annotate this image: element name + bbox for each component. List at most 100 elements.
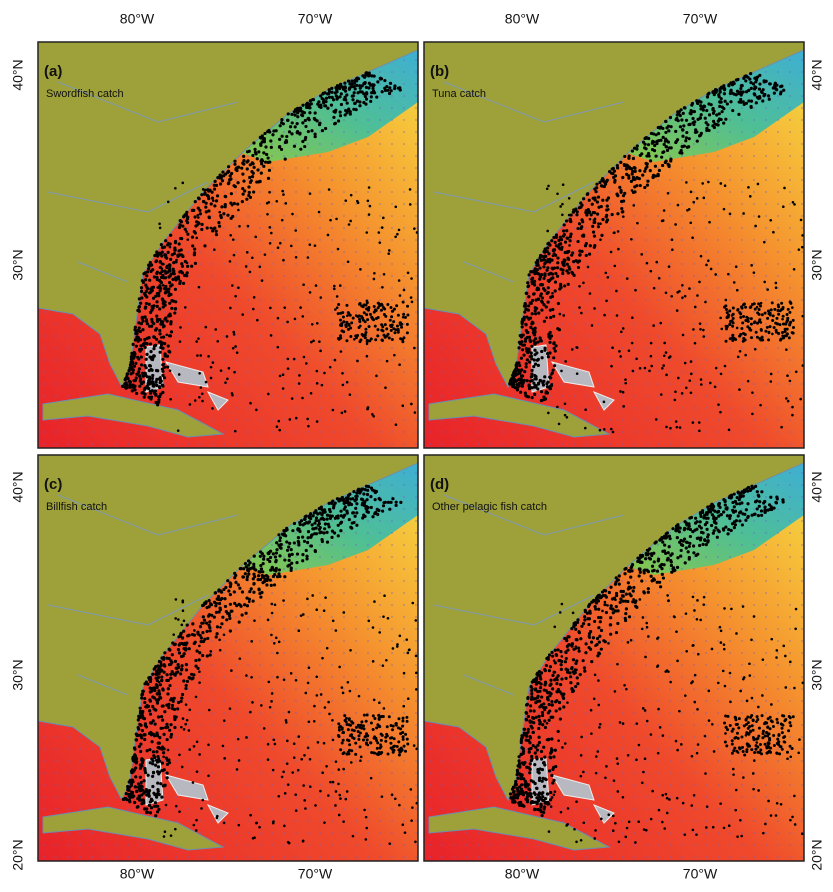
- current-vector: [621, 323, 623, 325]
- current-vector: [403, 107, 405, 109]
- current-vector: [355, 203, 357, 205]
- catch-point: [782, 336, 786, 340]
- catch-point: [193, 399, 197, 402]
- catch-point: [127, 379, 132, 383]
- catch-point: [302, 111, 306, 115]
- current-vector: [247, 275, 249, 277]
- current-vector: [729, 203, 731, 205]
- catch-point: [793, 203, 796, 206]
- catch-point: [550, 373, 553, 376]
- catch-point: [379, 308, 383, 312]
- catch-point: [345, 339, 349, 343]
- catch-point: [254, 152, 258, 156]
- catch-point: [545, 260, 549, 264]
- catch-point: [201, 392, 204, 396]
- current-vector: [573, 239, 575, 241]
- catch-point: [792, 267, 796, 271]
- catch-point: [154, 380, 158, 384]
- catch-point: [265, 201, 269, 205]
- catch-point: [757, 94, 762, 99]
- current-vector: [91, 419, 93, 421]
- catch-point: [572, 260, 576, 264]
- current-vector: [465, 431, 467, 433]
- current-vector: [79, 347, 81, 349]
- catch-point: [143, 345, 147, 349]
- catch-point: [367, 305, 371, 309]
- current-vector: [669, 443, 671, 445]
- current-vector: [355, 407, 357, 409]
- catch-point: [165, 319, 169, 323]
- catch-point: [360, 315, 364, 319]
- current-vector: [415, 95, 417, 97]
- catch-point: [375, 374, 378, 378]
- current-vector: [307, 227, 309, 229]
- current-vector: [67, 736, 69, 738]
- current-vector: [271, 395, 273, 397]
- catch-point: [178, 340, 182, 343]
- catch-point: [538, 256, 542, 260]
- current-vector: [163, 431, 165, 433]
- catch-point: [351, 94, 355, 98]
- current-vector: [379, 359, 381, 361]
- catch-point: [367, 186, 371, 189]
- current-vector: [549, 443, 551, 445]
- current-vector: [669, 431, 671, 433]
- catch-point: [549, 334, 554, 338]
- catch-point: [552, 346, 556, 350]
- current-vector: [199, 335, 201, 337]
- catch-point: [168, 284, 173, 288]
- catch-point: [512, 377, 516, 381]
- catch-point: [398, 363, 401, 367]
- catch-point: [633, 166, 637, 170]
- catch-point: [152, 335, 156, 339]
- current-vector: [379, 383, 381, 385]
- catch-point: [121, 384, 125, 388]
- current-vector: [283, 359, 285, 361]
- current-vector: [753, 263, 755, 265]
- catch-point: [338, 334, 342, 338]
- current-vector: [693, 203, 695, 205]
- catch-point: [743, 338, 747, 342]
- current-vector: [343, 107, 345, 109]
- current-vector: [79, 359, 81, 361]
- catch-point: [618, 185, 622, 190]
- catch-point: [163, 303, 167, 307]
- current-vector: [79, 431, 81, 433]
- catch-point: [168, 281, 172, 285]
- current-vector: [561, 443, 563, 445]
- current-vector: [259, 347, 261, 349]
- current-vector: [429, 443, 431, 445]
- catch-point: [528, 354, 532, 359]
- catch-point: [363, 74, 367, 79]
- catch-point: [199, 386, 203, 389]
- catch-point: [149, 263, 154, 267]
- current-vector: [801, 131, 803, 133]
- catch-point: [699, 131, 703, 135]
- current-vector: [633, 155, 635, 157]
- catch-point: [381, 339, 385, 343]
- current-vector: [729, 191, 731, 193]
- current-vector: [477, 335, 479, 337]
- current-vector: [175, 263, 177, 265]
- catch-point: [797, 248, 801, 251]
- catch-point: [365, 354, 369, 358]
- catch-point: [397, 228, 401, 232]
- current-vector: [379, 95, 381, 97]
- current-vector: [271, 311, 273, 313]
- current-vector: [597, 287, 599, 289]
- catch-point: [128, 383, 132, 388]
- catch-point: [298, 106, 302, 110]
- current-vector: [415, 287, 417, 289]
- current-vector: [283, 323, 285, 325]
- catch-point: [699, 104, 703, 108]
- current-vector: [777, 443, 779, 445]
- current-vector: [681, 383, 683, 385]
- current-vector: [415, 383, 417, 385]
- catch-point: [693, 341, 697, 345]
- catch-point: [554, 344, 558, 348]
- current-vector: [307, 323, 309, 325]
- catch-point: [338, 114, 343, 118]
- current-vector: [621, 275, 623, 277]
- current-vector: [415, 443, 417, 445]
- catch-point: [162, 262, 165, 266]
